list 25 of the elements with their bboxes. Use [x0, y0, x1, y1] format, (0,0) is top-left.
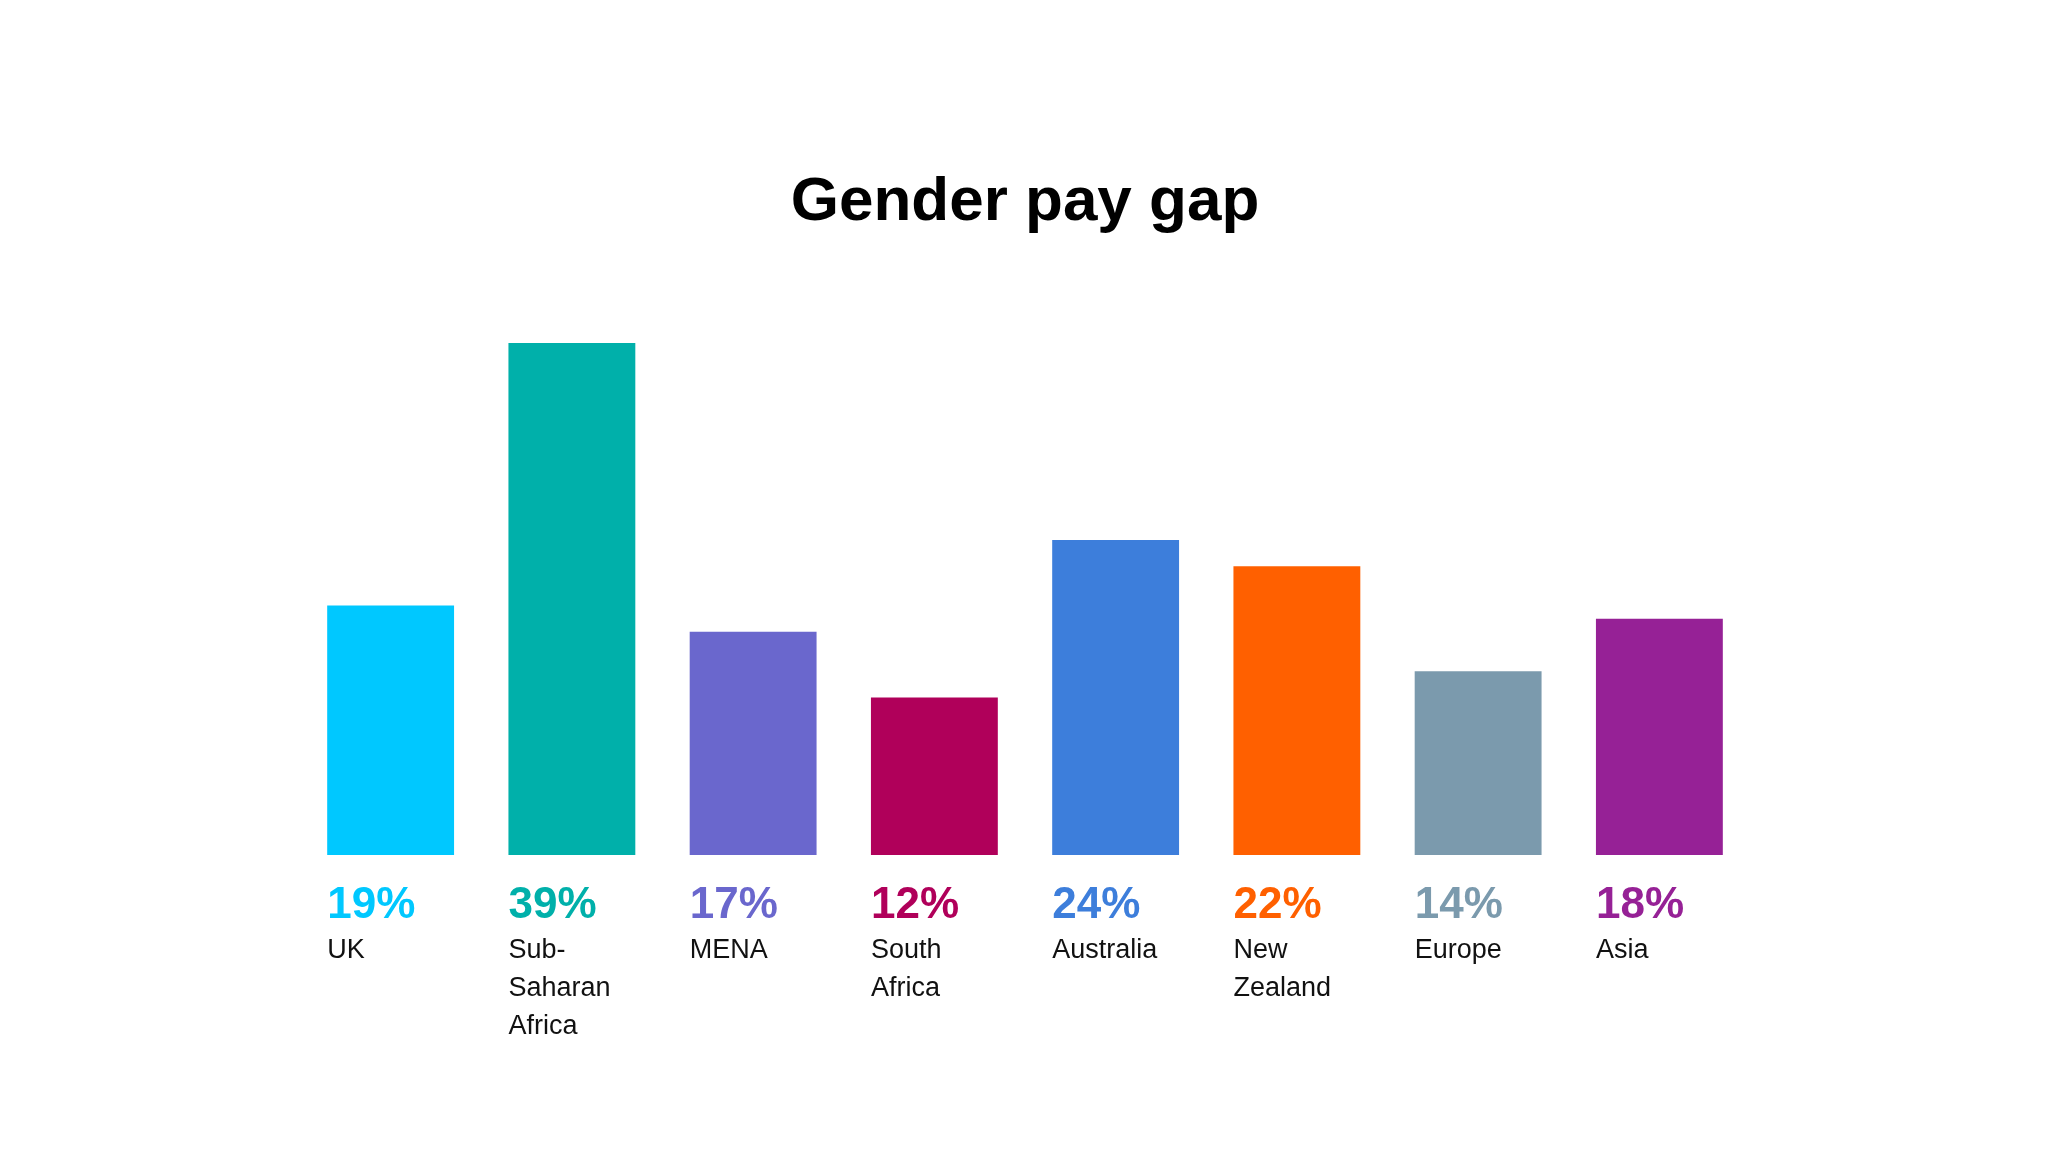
x-tick-label: Asia: [1595, 934, 1650, 964]
bar: [870, 697, 998, 855]
data-label: 22%: [1233, 878, 1322, 927]
data-label: 12%: [870, 878, 960, 927]
x-tick-label: UK: [327, 934, 365, 964]
bar: [327, 605, 455, 855]
data-label: 18%: [1595, 878, 1685, 927]
x-tick-label: Australia: [1052, 934, 1159, 964]
x-tick-label: Sub-Saharan Africa: [508, 934, 611, 1040]
data-label: 19%: [327, 878, 416, 927]
bar: [508, 343, 636, 855]
bar: [1414, 671, 1542, 855]
x-tick-label: South Africa: [870, 934, 942, 1002]
chart-title: Gender pay gap: [790, 164, 1260, 233]
x-tick-label: Europe: [1414, 934, 1502, 964]
x-tick-label: MENA: [689, 934, 768, 964]
bar: [1052, 539, 1180, 855]
bar: [1595, 618, 1723, 855]
bar: [1233, 566, 1361, 855]
data-label: 17%: [689, 878, 778, 927]
data-label: 24%: [1052, 878, 1141, 927]
data-label: 14%: [1414, 878, 1503, 927]
bar: [689, 631, 817, 855]
data-label: 39%: [508, 878, 597, 927]
x-tick-label: New Zealand: [1233, 934, 1332, 1002]
